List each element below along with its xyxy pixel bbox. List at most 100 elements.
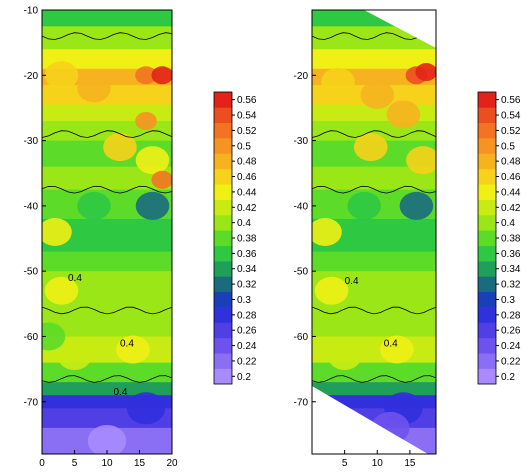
plot-frame: [311, 9, 437, 455]
colorbar-swatch: [478, 322, 496, 339]
contour-region: [135, 66, 157, 85]
contour-region: [126, 392, 166, 425]
colorbar-swatch: [478, 199, 496, 216]
colorbar-swatch: [214, 107, 232, 124]
colorbar-swatch: [478, 153, 496, 170]
colorbar-swatch: [478, 291, 496, 308]
colorbar-swatch: [214, 353, 232, 369]
colorbar-tick-label: 0.5: [501, 141, 515, 152]
contour-region: [353, 133, 388, 162]
contour-band: [312, 166, 436, 191]
colorbar-swatch: [214, 245, 232, 262]
colorbar-tick-label: 0.56: [237, 95, 257, 106]
colorbar-swatch: [214, 337, 232, 354]
contour-label: 0.4: [114, 387, 128, 398]
colorbar-tick-label: 0.36: [237, 249, 257, 260]
colorbar-tick-label: 0.32: [237, 280, 257, 291]
colorbar-tick-label: 0.54: [237, 111, 257, 122]
colorbar-swatch: [214, 368, 232, 385]
contour-band: [312, 382, 436, 396]
colorbar-tick-label: 0.48: [501, 157, 521, 168]
y-tick-label: -60: [294, 332, 309, 343]
contour-line: [312, 375, 436, 383]
contour-region: [57, 342, 92, 371]
contour-region: [42, 322, 66, 351]
colorbar-swatch: [478, 307, 496, 323]
contour-band: [42, 362, 172, 383]
contour-region: [371, 411, 410, 444]
x-tick-label: 15: [404, 458, 416, 469]
colorbar-swatch: [214, 199, 232, 216]
contour-band: [42, 166, 172, 191]
colorbar-swatch: [214, 153, 232, 170]
colorbar-tick-label: 0.36: [501, 249, 521, 260]
colorbar-swatch: [478, 107, 496, 124]
colorbar-swatch: [478, 122, 496, 139]
colorbar-swatch: [214, 122, 232, 139]
y-tick-label: -30: [294, 136, 309, 147]
colorbar-swatch: [478, 353, 496, 369]
y-tick-label: -50: [24, 267, 39, 278]
colorbar-tick-label: 0.44: [237, 187, 257, 198]
colorbar-tick-label: 0.46: [237, 172, 257, 183]
contour-line: [312, 130, 436, 138]
contour-region: [116, 335, 150, 364]
contour-band: [312, 362, 436, 383]
contour-region: [321, 67, 355, 96]
colorbar-tick-label: 0.22: [237, 356, 257, 367]
contour-line: [42, 375, 172, 383]
x-tick-label: 10: [372, 458, 384, 469]
colorbar-tick-label: 0.28: [237, 310, 257, 321]
contour-band: [42, 49, 172, 70]
contour-region: [135, 191, 170, 220]
contour-region: [44, 276, 79, 305]
contour-region: [77, 74, 111, 103]
contour-band: [42, 10, 172, 27]
x-tick-label: 20: [166, 458, 178, 469]
contour-band: [42, 251, 172, 272]
contour-region: [386, 100, 421, 129]
colorbar-swatch: [478, 138, 496, 154]
contour-region: [406, 146, 436, 175]
colorbar-swatch: [214, 168, 232, 185]
colorbar-tick-label: 0.34: [237, 264, 257, 275]
colorbar-tick-label: 0.44: [501, 187, 521, 198]
colorbar-tick-label: 0.24: [237, 341, 257, 352]
contour-band: [312, 427, 436, 454]
colorbar-tick-label: 0.2: [501, 372, 515, 383]
contour-region: [347, 191, 382, 220]
contour-label: 0.4: [384, 338, 398, 349]
y-tick-label: -60: [24, 332, 39, 343]
colorbar-tick-label: 0.5: [237, 141, 251, 152]
x-tick-label: 10: [101, 458, 113, 469]
y-tick-label: -30: [24, 136, 39, 147]
y-tick-label: -10: [24, 6, 39, 17]
colorbar-swatch: [214, 307, 232, 323]
colorbar-tick-label: 0.28: [501, 310, 521, 321]
colorbar-swatch: [214, 291, 232, 308]
contour-band: [42, 382, 172, 396]
contour-line: [312, 306, 436, 315]
colorbar-tick-label: 0.42: [237, 203, 257, 214]
colorbar-tick-label: 0.3: [237, 295, 251, 306]
contour-band: [312, 251, 436, 272]
colorbar-swatch: [478, 184, 496, 200]
contour-band: [312, 49, 436, 70]
contour-region: [151, 66, 172, 85]
colorbar-swatch: [478, 92, 496, 108]
colorbar-tick-label: 0.38: [237, 234, 257, 245]
colorbar-swatch: [214, 230, 232, 246]
contour-region: [399, 191, 434, 220]
colorbar-tick-label: 0.4: [237, 218, 251, 229]
contour-region: [103, 133, 137, 162]
colorbar-tick-label: 0.54: [501, 111, 521, 122]
colorbar-tick-label: 0.4: [501, 218, 515, 229]
colorbar-swatch: [214, 92, 232, 108]
colorbar-swatch: [478, 168, 496, 185]
contour-region: [312, 218, 342, 246]
contour-line: [42, 306, 172, 315]
x-tick-label: 15: [134, 458, 146, 469]
contour-line: [312, 185, 436, 194]
contour-region: [360, 80, 395, 109]
